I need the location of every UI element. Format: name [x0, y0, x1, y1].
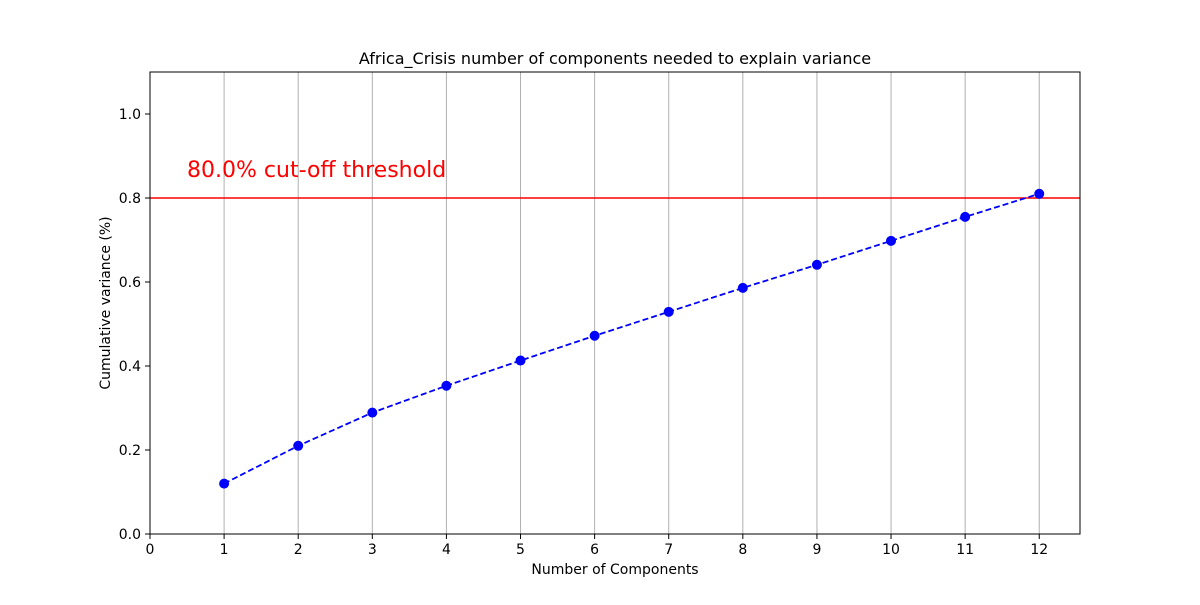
x-tick-label: 12 [1030, 542, 1048, 558]
x-tick-label: 9 [812, 542, 821, 558]
x-axis: 0 1 2 3 4 5 6 7 8 9 10 11 12 [146, 534, 1048, 558]
x-tick-label: 8 [738, 542, 747, 558]
data-point [219, 478, 230, 489]
data-point [515, 355, 526, 366]
y-tick-label: 1.0 [119, 107, 141, 123]
data-point [589, 330, 600, 341]
x-axis-title: Number of Components [531, 562, 698, 578]
y-axis-title: Cumulative variance (%) [98, 216, 114, 389]
y-tick-label: 0.2 [119, 443, 141, 459]
data-point [1034, 188, 1045, 199]
threshold-label: 80.0% cut-off threshold [187, 158, 446, 183]
y-tick-label: 0.4 [119, 359, 141, 375]
grid-layer [223, 72, 1040, 534]
x-tick-label: 10 [882, 542, 900, 558]
data-point [960, 211, 971, 222]
data-point [737, 282, 748, 293]
series-layer [219, 188, 1045, 489]
threshold-layer: 80.0% cut-off threshold [150, 158, 1080, 199]
x-tick-label: 11 [956, 542, 974, 558]
x-tick-label: 4 [442, 542, 451, 558]
data-point [663, 306, 674, 317]
x-tick-label: 0 [146, 542, 155, 558]
y-tick-label: 0.8 [119, 191, 141, 207]
y-tick-label: 0.6 [119, 275, 141, 291]
data-point [367, 407, 378, 418]
y-tick-label: 0.0 [119, 527, 141, 543]
x-tick-label: 1 [220, 542, 229, 558]
data-point [293, 440, 304, 451]
y-axis: 0.0 0.2 0.4 0.6 0.8 1.0 [119, 107, 150, 543]
x-tick-label: 6 [590, 542, 599, 558]
data-point [886, 235, 897, 246]
chart-title: Africa_Crisis number of components neede… [359, 49, 871, 69]
data-point [441, 380, 452, 391]
x-tick-label: 5 [516, 542, 525, 558]
series-line [223, 192, 1040, 485]
plot-frame [149, 71, 1081, 535]
x-tick-label: 2 [294, 542, 303, 558]
x-tick-label: 7 [664, 542, 673, 558]
data-point [811, 259, 822, 270]
x-tick-label: 3 [368, 542, 377, 558]
